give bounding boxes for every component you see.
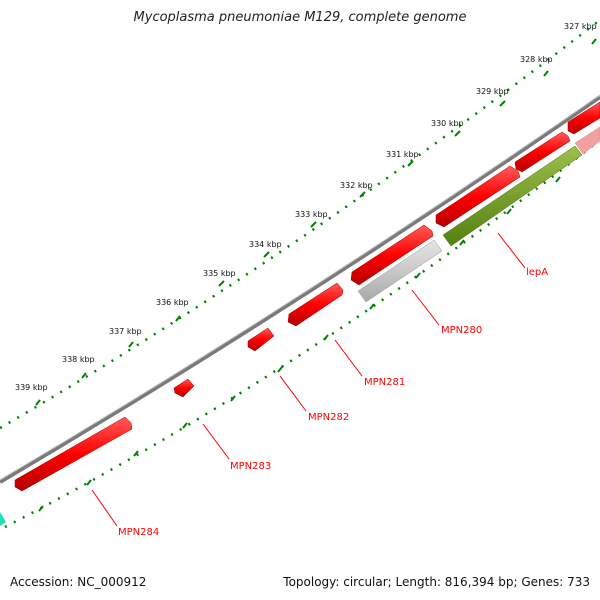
outer-ruler-track xyxy=(0,19,600,430)
gene-label-mpn284[interactable]: MPN284 xyxy=(118,527,159,538)
ruler-label-335: 335 kbp xyxy=(203,269,236,278)
map-title: Mycoplasma pneumoniae M129, complete gen… xyxy=(133,10,467,25)
gene-feature[interactable] xyxy=(435,165,521,228)
gene-label-mpn281[interactable]: MPN281 xyxy=(364,377,405,388)
gene-feature[interactable] xyxy=(247,327,275,352)
ruler-label-331: 331 kbp xyxy=(386,150,419,159)
gene-feature[interactable] xyxy=(287,282,344,327)
gene-feature[interactable] xyxy=(567,101,600,135)
reverse-genes xyxy=(357,126,600,303)
gene-feature-pink[interactable] xyxy=(574,126,600,155)
ruler-label-338: 338 kbp xyxy=(62,355,95,364)
ruler-label-328: 328 kbp xyxy=(520,55,553,64)
feature-fragment xyxy=(0,512,6,526)
ruler-label-337: 337 kbp xyxy=(109,327,142,336)
gene-feature-mpn284[interactable] xyxy=(14,416,133,492)
gene-feature[interactable] xyxy=(514,131,571,173)
inner-ruler-ticks xyxy=(38,176,561,512)
genome-backbone xyxy=(0,95,600,484)
gene-label-lepa[interactable]: lepA xyxy=(526,267,548,278)
gene-label-mpn283[interactable]: MPN283 xyxy=(230,461,271,472)
ruler-label-330: 330 kbp xyxy=(431,119,464,128)
ruler-label-333: 333 kbp xyxy=(295,210,328,219)
gene-labels: lepA MPN280 MPN281 MPN282 MPN283 MPN284 xyxy=(118,267,548,538)
outer-ruler-ticks xyxy=(35,38,597,406)
gene-label-mpn280[interactable]: MPN280 xyxy=(441,325,482,336)
forward-genes xyxy=(14,101,600,492)
ruler-label-334: 334 kbp xyxy=(249,240,282,249)
gene-feature[interactable] xyxy=(173,378,195,398)
gene-feature-lepa[interactable] xyxy=(442,145,583,247)
ruler-label-327: 327 kbp xyxy=(564,22,597,31)
ruler-label-332: 332 kbp xyxy=(340,181,373,190)
gene-leader-lines xyxy=(91,232,526,527)
ruler-label-339: 339 kbp xyxy=(15,383,48,392)
ruler-label-336: 336 kbp xyxy=(156,298,189,307)
accession-text: Accession: NC_000912 xyxy=(10,575,147,589)
gene-feature[interactable] xyxy=(350,224,434,286)
gene-label-mpn282[interactable]: MPN282 xyxy=(308,412,349,423)
ruler-label-329: 329 kbp xyxy=(476,87,509,96)
topology-summary: Topology: circular; Length: 816,394 bp; … xyxy=(283,575,590,589)
gene-feature-mpn280[interactable] xyxy=(357,239,443,303)
outer-ruler-labels: 327 kbp 328 kbp 329 kbp 330 kbp 331 kbp … xyxy=(15,22,597,392)
